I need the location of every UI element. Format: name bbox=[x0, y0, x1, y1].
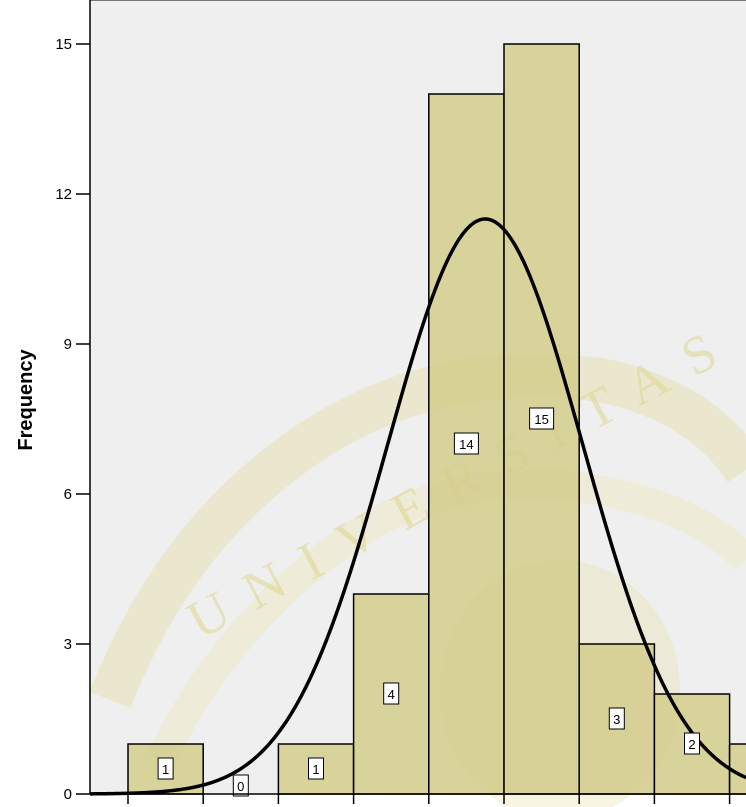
data-label-6: 3 bbox=[613, 712, 620, 727]
y-tick-label-3: 3 bbox=[64, 636, 72, 653]
data-label-1: 0 bbox=[237, 779, 244, 794]
data-label-box-7 bbox=[684, 732, 700, 755]
x-ticks-group bbox=[127, 794, 731, 804]
data-label-box-0 bbox=[157, 757, 174, 780]
data-label-4: 14 bbox=[459, 437, 473, 452]
data-label-box-4 bbox=[453, 432, 479, 455]
data-label-box-5 bbox=[529, 407, 555, 430]
y-tick-label-15: 15 bbox=[55, 36, 72, 53]
y-tick-label-6: 6 bbox=[64, 486, 72, 503]
normal-curve bbox=[89, 217, 746, 796]
y-axis-label: Frequency bbox=[15, 349, 37, 451]
y-ticks-group: 0 3 6 9 12 15 bbox=[55, 36, 90, 803]
y-tick-label-0: 0 bbox=[64, 786, 72, 803]
data-label-0: 1 bbox=[162, 762, 169, 777]
data-label-box-1 bbox=[232, 774, 249, 797]
data-label-5: 15 bbox=[534, 412, 548, 427]
y-tick-label-9: 9 bbox=[64, 336, 72, 353]
data-label-box-2 bbox=[308, 757, 324, 780]
data-label-3: 4 bbox=[388, 687, 395, 702]
y-tick-label-12: 12 bbox=[55, 186, 72, 203]
data-label-box-3 bbox=[383, 682, 400, 705]
data-label-box-6 bbox=[608, 707, 625, 730]
data-label-7: 2 bbox=[688, 737, 695, 752]
data-label-2: 1 bbox=[312, 762, 319, 777]
